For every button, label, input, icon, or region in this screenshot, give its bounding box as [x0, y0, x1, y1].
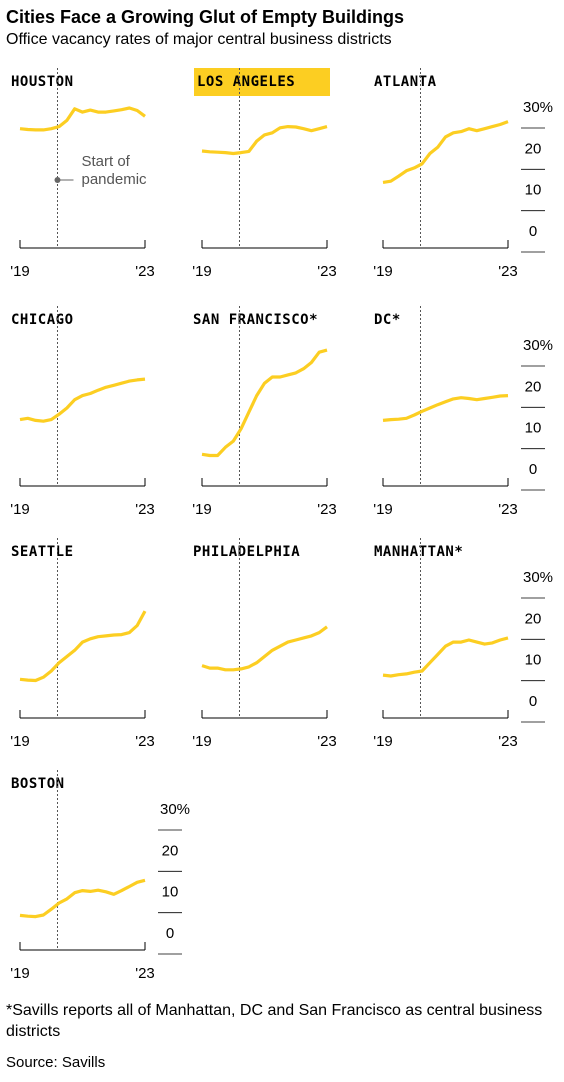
- y-tick-label: 30%: [523, 569, 553, 586]
- chart-subtitle: Office vacancy rates of major central bu…: [6, 31, 392, 48]
- panel-title: PHILADELPHIA: [193, 544, 300, 560]
- x-tick-label: '23: [135, 501, 155, 518]
- footnote: *Savills reports all of Manhattan, DC an…: [6, 1002, 543, 1040]
- x-tick-label: '23: [498, 263, 518, 280]
- y-tick-label: 0: [529, 223, 537, 240]
- x-tick-label: '19: [10, 501, 30, 518]
- annotation-text: pandemic: [82, 171, 148, 188]
- x-tick-label: '19: [10, 263, 30, 280]
- source: Source: Savills: [6, 1054, 106, 1071]
- y-tick-label: 10: [525, 182, 542, 199]
- x-tick-label: '19: [373, 733, 393, 750]
- y-tick-label: 10: [525, 652, 542, 669]
- panel-title: ATLANTA: [374, 74, 437, 90]
- panel-title: SEATTLE: [11, 544, 74, 560]
- x-tick-label: '19: [192, 263, 212, 280]
- chart-title: Cities Face a Growing Glut of Empty Buil…: [6, 7, 404, 27]
- y-tick-label: 30%: [523, 99, 553, 116]
- series-line: [201, 348, 328, 458]
- chart: Cities Face a Growing Glut of Empty Buil…: [6, 7, 553, 982]
- x-tick-label: '19: [373, 501, 393, 518]
- y-tick-label: 30%: [160, 801, 190, 818]
- panel-title: SAN FRANCISCO*: [193, 312, 318, 328]
- y-tick-label: 20: [162, 842, 179, 859]
- x-tick-label: '23: [135, 733, 155, 750]
- y-tick-label: 0: [166, 925, 174, 942]
- panel-title: LOS ANGELES: [197, 74, 295, 90]
- y-tick-label: 0: [529, 693, 537, 710]
- title-highlight: [194, 68, 330, 96]
- series-line: [19, 377, 146, 423]
- series-line: [19, 610, 147, 683]
- annotation-text: Start of: [82, 153, 131, 170]
- y-tick-label: 20: [525, 378, 542, 395]
- x-tick-label: '23: [317, 501, 337, 518]
- x-tick-label: '19: [373, 263, 393, 280]
- series-line: [19, 106, 146, 132]
- series-line: [382, 120, 509, 184]
- x-tick-label: '19: [10, 965, 30, 982]
- panel-title: BOSTON: [11, 776, 65, 792]
- series-line: [382, 636, 509, 678]
- panel-title: HOUSTON: [11, 74, 74, 90]
- x-tick-label: '23: [317, 733, 337, 750]
- y-tick-label: 20: [525, 140, 542, 157]
- series-line: [19, 878, 146, 919]
- x-tick-label: '23: [498, 733, 518, 750]
- x-tick-label: '19: [10, 733, 30, 750]
- x-tick-label: '23: [135, 965, 155, 982]
- x-tick-label: '23: [498, 501, 518, 518]
- series-line: [201, 125, 328, 156]
- y-tick-label: 20: [525, 610, 542, 627]
- x-tick-label: '19: [192, 733, 212, 750]
- y-tick-label: 10: [525, 420, 542, 437]
- y-tick-label: 10: [162, 884, 179, 901]
- y-tick-label: 30%: [523, 337, 553, 354]
- y-tick-label: 0: [529, 461, 537, 478]
- series-line: [201, 625, 328, 672]
- x-tick-label: '23: [317, 263, 337, 280]
- series-line: [382, 394, 509, 422]
- x-tick-label: '23: [135, 263, 155, 280]
- panel-title: DC*: [374, 312, 401, 328]
- panel-title: CHICAGO: [11, 312, 74, 328]
- panel-title: MANHATTAN*: [374, 544, 463, 560]
- x-tick-label: '19: [192, 501, 212, 518]
